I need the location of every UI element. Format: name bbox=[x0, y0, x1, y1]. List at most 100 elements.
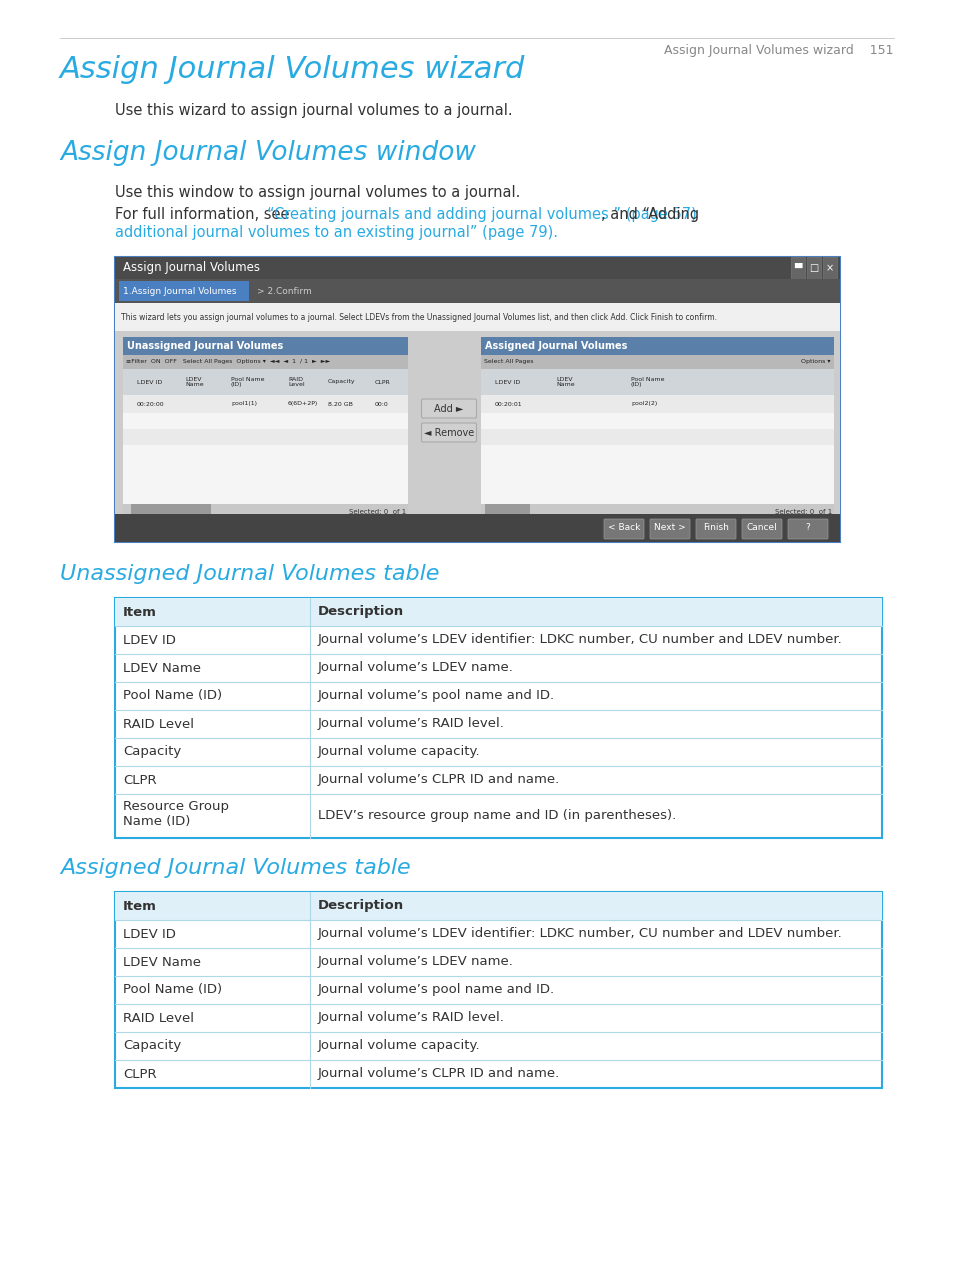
Bar bbox=[790, 257, 804, 280]
Bar bbox=[115, 513, 840, 541]
Text: This wizard lets you assign journal volumes to a journal. Select LDEVs from the : This wizard lets you assign journal volu… bbox=[121, 313, 717, 322]
Text: 1.Assign Journal Volumes: 1.Assign Journal Volumes bbox=[123, 286, 236, 295]
Text: Resource Group
Name (ID): Resource Group Name (ID) bbox=[123, 799, 229, 827]
Text: RAID Level: RAID Level bbox=[123, 1012, 193, 1024]
Text: Journal volume’s pool name and ID.: Journal volume’s pool name and ID. bbox=[317, 689, 555, 703]
Text: pool2(2): pool2(2) bbox=[630, 402, 657, 407]
Text: Cancel: Cancel bbox=[746, 524, 777, 533]
Bar bbox=[480, 355, 833, 369]
Text: Assigned Journal Volumes: Assigned Journal Volumes bbox=[484, 341, 627, 351]
Text: LDEV ID: LDEV ID bbox=[137, 380, 162, 385]
Text: CLPR: CLPR bbox=[123, 774, 156, 787]
Bar bbox=[123, 369, 408, 395]
Text: LDEV Name: LDEV Name bbox=[123, 661, 201, 675]
Text: , and “Adding: , and “Adding bbox=[600, 207, 698, 222]
Text: 00:0: 00:0 bbox=[375, 402, 388, 407]
Bar bbox=[123, 430, 408, 445]
Text: Select All Pages: Select All Pages bbox=[483, 360, 533, 365]
Bar bbox=[480, 505, 833, 513]
Text: Assign Journal Volumes wizard: Assign Journal Volumes wizard bbox=[60, 55, 525, 84]
Bar bbox=[115, 892, 882, 920]
Text: Unassigned Journal Volumes: Unassigned Journal Volumes bbox=[127, 341, 283, 351]
Text: 00:20:01: 00:20:01 bbox=[495, 402, 522, 407]
Text: ?: ? bbox=[804, 524, 809, 533]
FancyBboxPatch shape bbox=[696, 519, 735, 539]
Text: Item: Item bbox=[123, 900, 156, 913]
Text: Assign Journal Volumes: Assign Journal Volumes bbox=[123, 262, 260, 275]
Bar bbox=[115, 330, 840, 513]
Text: RAID Level: RAID Level bbox=[123, 718, 193, 731]
Text: ◄ Remove: ◄ Remove bbox=[423, 427, 474, 437]
Text: Journal volume’s CLPR ID and name.: Journal volume’s CLPR ID and name. bbox=[317, 774, 559, 787]
Text: LDEV Name: LDEV Name bbox=[123, 956, 201, 969]
Text: Description: Description bbox=[317, 605, 404, 619]
Text: 00:20:00: 00:20:00 bbox=[137, 402, 165, 407]
Text: “Creating journals and adding journal volumes ” (page 57): “Creating journals and adding journal vo… bbox=[267, 207, 696, 222]
FancyBboxPatch shape bbox=[649, 519, 689, 539]
Bar bbox=[822, 257, 836, 280]
Text: Journal volume capacity.: Journal volume capacity. bbox=[317, 1040, 480, 1052]
Text: Use this window to assign journal volumes to a journal.: Use this window to assign journal volume… bbox=[115, 186, 519, 200]
Text: Capacity: Capacity bbox=[328, 380, 355, 385]
Text: Selected: 0  of 1: Selected: 0 of 1 bbox=[774, 508, 831, 515]
Bar bbox=[115, 257, 840, 280]
Bar bbox=[115, 280, 840, 302]
Bar bbox=[480, 413, 833, 430]
Text: Pool Name (ID): Pool Name (ID) bbox=[123, 689, 222, 703]
Text: Capacity: Capacity bbox=[123, 1040, 181, 1052]
Bar bbox=[115, 597, 882, 838]
Text: Options ▾: Options ▾ bbox=[801, 360, 830, 365]
Bar bbox=[123, 395, 408, 413]
Text: For full information, see: For full information, see bbox=[115, 207, 294, 222]
Text: ▀: ▀ bbox=[794, 263, 801, 273]
Text: Pool Name
(ID): Pool Name (ID) bbox=[231, 376, 264, 388]
Bar bbox=[115, 597, 882, 627]
Text: Journal volume’s CLPR ID and name.: Journal volume’s CLPR ID and name. bbox=[317, 1068, 559, 1080]
Text: LDEV ID: LDEV ID bbox=[495, 380, 519, 385]
Text: Selected: 0  of 1: Selected: 0 of 1 bbox=[349, 508, 406, 515]
Bar bbox=[480, 369, 833, 395]
Text: LDEV’s resource group name and ID (in parentheses).: LDEV’s resource group name and ID (in pa… bbox=[317, 810, 676, 822]
Bar bbox=[480, 337, 833, 355]
Text: > 2.Confirm: > 2.Confirm bbox=[256, 286, 312, 295]
Text: Finish: Finish bbox=[702, 524, 728, 533]
Text: Next >: Next > bbox=[654, 524, 685, 533]
Text: Journal volume’s LDEV name.: Journal volume’s LDEV name. bbox=[317, 956, 514, 969]
Bar bbox=[480, 445, 833, 461]
Text: Assigned Journal Volumes table: Assigned Journal Volumes table bbox=[60, 858, 411, 878]
Text: Journal volume capacity.: Journal volume capacity. bbox=[317, 746, 480, 759]
Text: CLPR: CLPR bbox=[123, 1068, 156, 1080]
Text: Unassigned Journal Volumes table: Unassigned Journal Volumes table bbox=[60, 564, 439, 583]
Text: ≡Filter  ON  OFF   Select All Pages  Options ▾  ◄◄  ◄  1  / 1  ►  ►►: ≡Filter ON OFF Select All Pages Options … bbox=[126, 360, 330, 365]
Bar bbox=[480, 395, 833, 413]
Text: Description: Description bbox=[317, 900, 404, 913]
Text: Use this wizard to assign journal volumes to a journal.: Use this wizard to assign journal volume… bbox=[115, 103, 512, 118]
Text: Journal volume’s pool name and ID.: Journal volume’s pool name and ID. bbox=[317, 984, 555, 996]
Bar bbox=[119, 281, 249, 301]
Text: Journal volume’s LDEV identifier: LDKC number, CU number and LDEV number.: Journal volume’s LDEV identifier: LDKC n… bbox=[317, 928, 841, 941]
Text: LDEV ID: LDEV ID bbox=[123, 928, 175, 941]
FancyBboxPatch shape bbox=[421, 423, 476, 442]
Bar bbox=[123, 337, 408, 355]
FancyBboxPatch shape bbox=[741, 519, 781, 539]
Bar bbox=[480, 430, 833, 445]
Bar bbox=[123, 445, 408, 461]
Bar bbox=[115, 302, 840, 330]
Text: Assign Journal Volumes wizard    151: Assign Journal Volumes wizard 151 bbox=[664, 44, 893, 57]
Bar bbox=[123, 505, 408, 513]
Text: Capacity: Capacity bbox=[123, 746, 181, 759]
Text: < Back: < Back bbox=[607, 524, 639, 533]
Text: CLPR: CLPR bbox=[375, 380, 391, 385]
Bar bbox=[484, 505, 530, 513]
Text: Pool Name
(ID): Pool Name (ID) bbox=[630, 376, 664, 388]
Text: 6(6D+2P): 6(6D+2P) bbox=[288, 402, 318, 407]
Bar bbox=[123, 395, 408, 513]
Bar bbox=[806, 257, 821, 280]
Bar bbox=[115, 257, 840, 541]
Text: LDEV
Name: LDEV Name bbox=[556, 376, 574, 388]
Text: LDEV
Name: LDEV Name bbox=[185, 376, 203, 388]
Text: additional journal volumes to an existing journal” (page 79).: additional journal volumes to an existin… bbox=[115, 225, 558, 240]
Text: Journal volume’s RAID level.: Journal volume’s RAID level. bbox=[317, 718, 504, 731]
Bar bbox=[131, 505, 211, 513]
FancyBboxPatch shape bbox=[603, 519, 643, 539]
